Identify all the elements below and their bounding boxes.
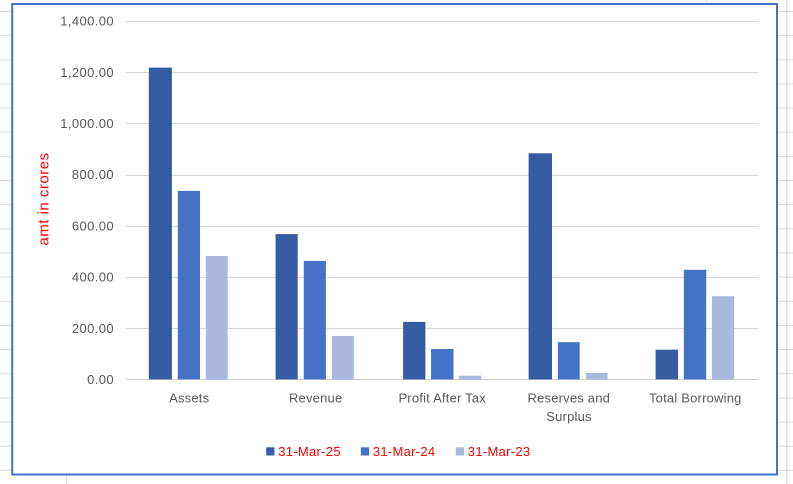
svg-text:800.00: 800.00: [72, 167, 114, 182]
svg-text:31-Mar-23: 31-Mar-23: [468, 444, 531, 459]
svg-text:400.00: 400.00: [72, 270, 114, 285]
svg-text:Assets: Assets: [169, 391, 210, 406]
svg-text:200.00: 200.00: [72, 321, 114, 336]
svg-text:31-Mar-24: 31-Mar-24: [373, 444, 436, 459]
svg-text:1,200.00: 1,200.00: [60, 65, 114, 80]
svg-text:Profit After Tax: Profit After Tax: [398, 391, 486, 406]
svg-text:Surplus: Surplus: [546, 409, 592, 424]
svg-text:1,000.00: 1,000.00: [60, 116, 114, 131]
svg-text:Total Borrowing: Total Borrowing: [649, 391, 742, 406]
svg-text:1,400.00: 1,400.00: [60, 14, 114, 29]
svg-text:600.00: 600.00: [72, 218, 114, 233]
svg-text:31-Mar-25: 31-Mar-25: [278, 444, 341, 459]
svg-text:Reserves and: Reserves and: [527, 391, 610, 406]
svg-text:0.00: 0.00: [87, 372, 114, 387]
svg-text:amt in crores: amt in crores: [36, 152, 53, 245]
svg-text:Revenue: Revenue: [289, 391, 342, 406]
